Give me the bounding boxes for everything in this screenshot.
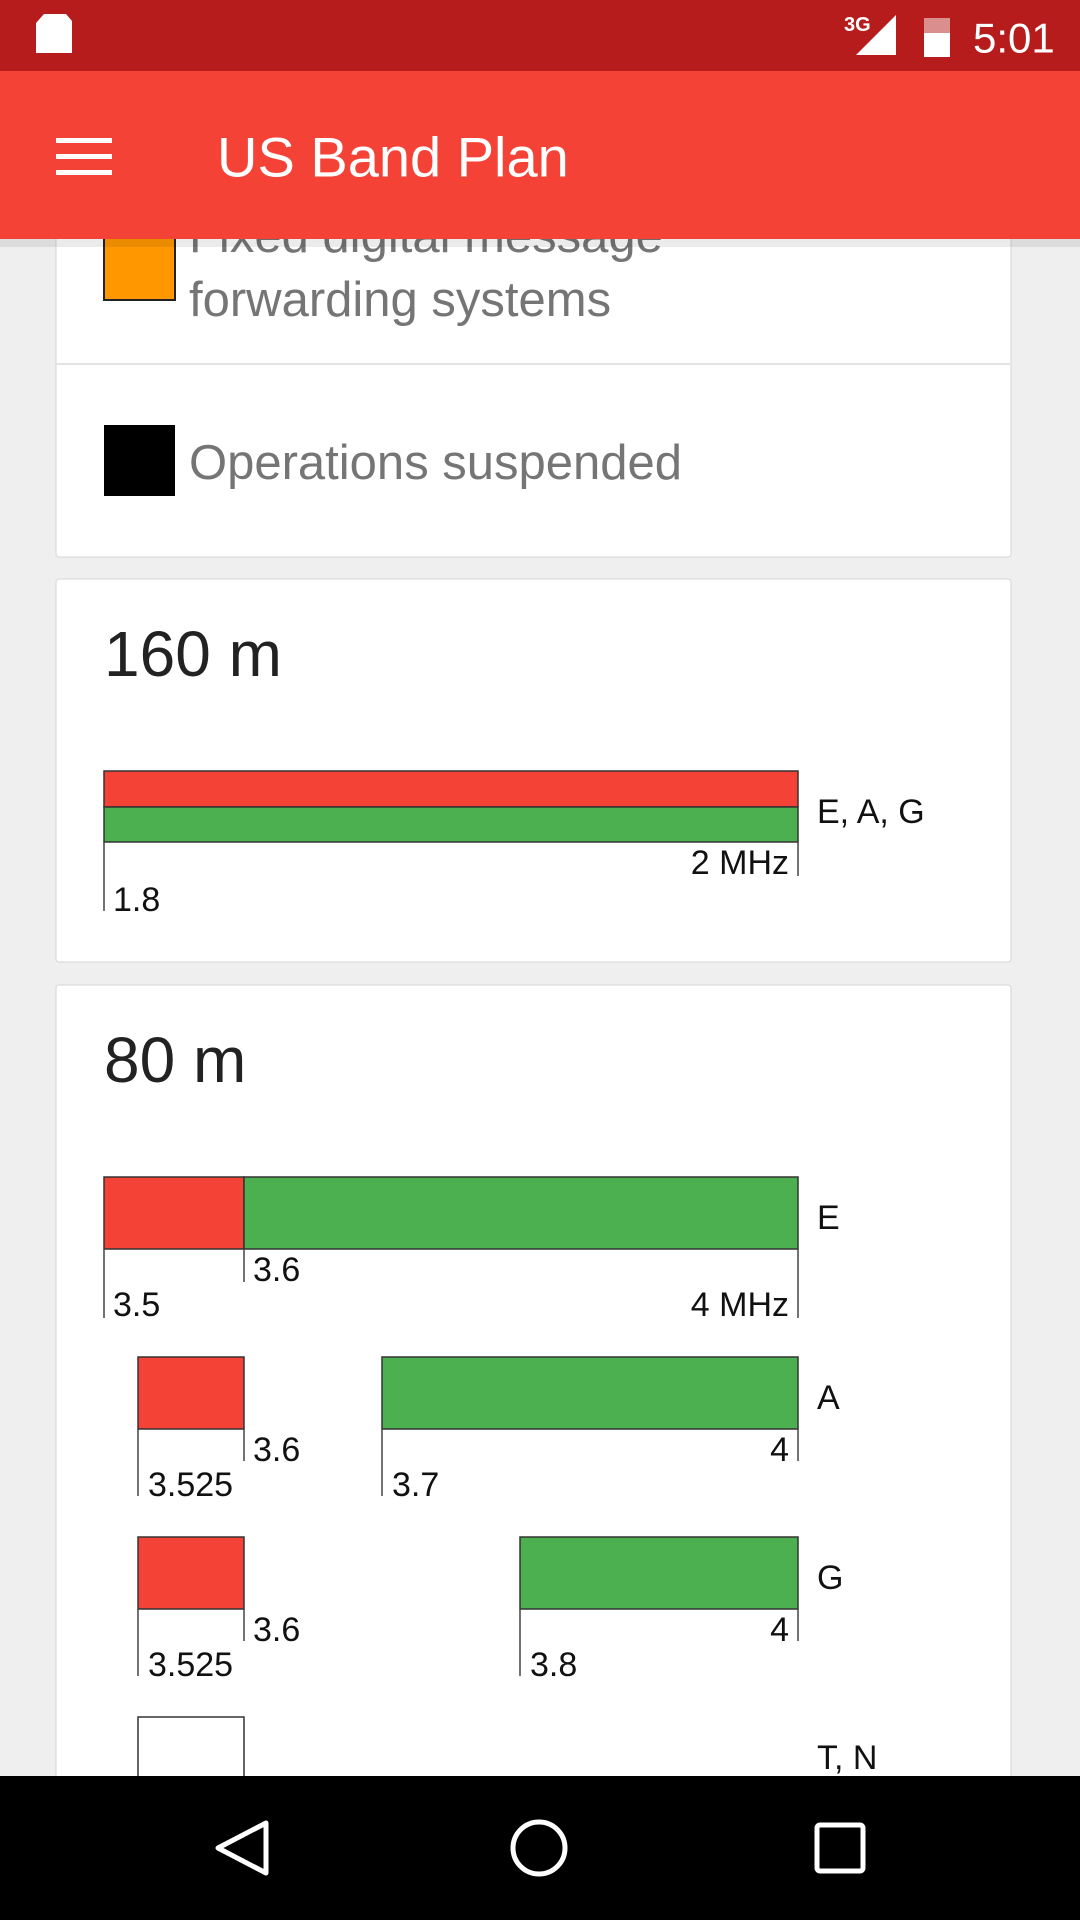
tick-label: 2 MHz [691,844,789,882]
tick-label: 4 MHz [691,1286,789,1324]
tick-label: 1.8 [113,881,160,919]
tick-label: 3.7 [392,1466,439,1504]
row-label: A [817,1379,840,1417]
sd-icon [36,14,72,53]
row-label: G [817,1559,843,1597]
battery-level [924,33,950,57]
legend-text: Operations suspended [189,436,682,490]
tick-label: 3.8 [530,1646,577,1684]
home-button[interactable] [510,1819,568,1877]
band-segment [137,1536,245,1610]
tick-label: 4 [770,1611,789,1649]
tick-label: 3.6 [253,1611,300,1649]
tick-label: 4 [770,1431,789,1469]
band-segment [103,1176,245,1250]
band-segment [103,806,799,843]
app-bar [0,71,1080,239]
tick-label: 3.525 [148,1646,233,1684]
tick-label: 3.6 [253,1251,300,1289]
band-segment [243,1176,799,1250]
tick-label: 3.6 [253,1431,300,1469]
clock: 5:01 [973,15,1055,62]
legend-text: forwarding systems [189,273,611,327]
band-title: 80 m [104,1024,246,1096]
legend-swatch [104,425,175,496]
tick-label: 3.5 [113,1286,160,1324]
legend-swatch [103,232,176,301]
signal-icon [856,15,896,55]
tick-label: 3.525 [148,1466,233,1504]
row-label: E [817,1199,840,1237]
shadow [0,239,1080,247]
row-label: T, N [817,1739,877,1777]
row-label: E, A, G [817,793,925,831]
back-button[interactable] [215,1820,269,1876]
network-type: 3G [844,14,871,36]
status-bar [0,0,1080,71]
app-title: US Band Plan [217,126,569,189]
band-segment [381,1356,799,1430]
band-segment [103,770,799,808]
band-title: 160 m [104,618,282,690]
nav-bar [0,1776,1080,1920]
band-segment [137,1356,245,1430]
band-segment [519,1536,799,1610]
menu-button[interactable] [56,138,112,175]
recents-button[interactable] [814,1822,866,1874]
